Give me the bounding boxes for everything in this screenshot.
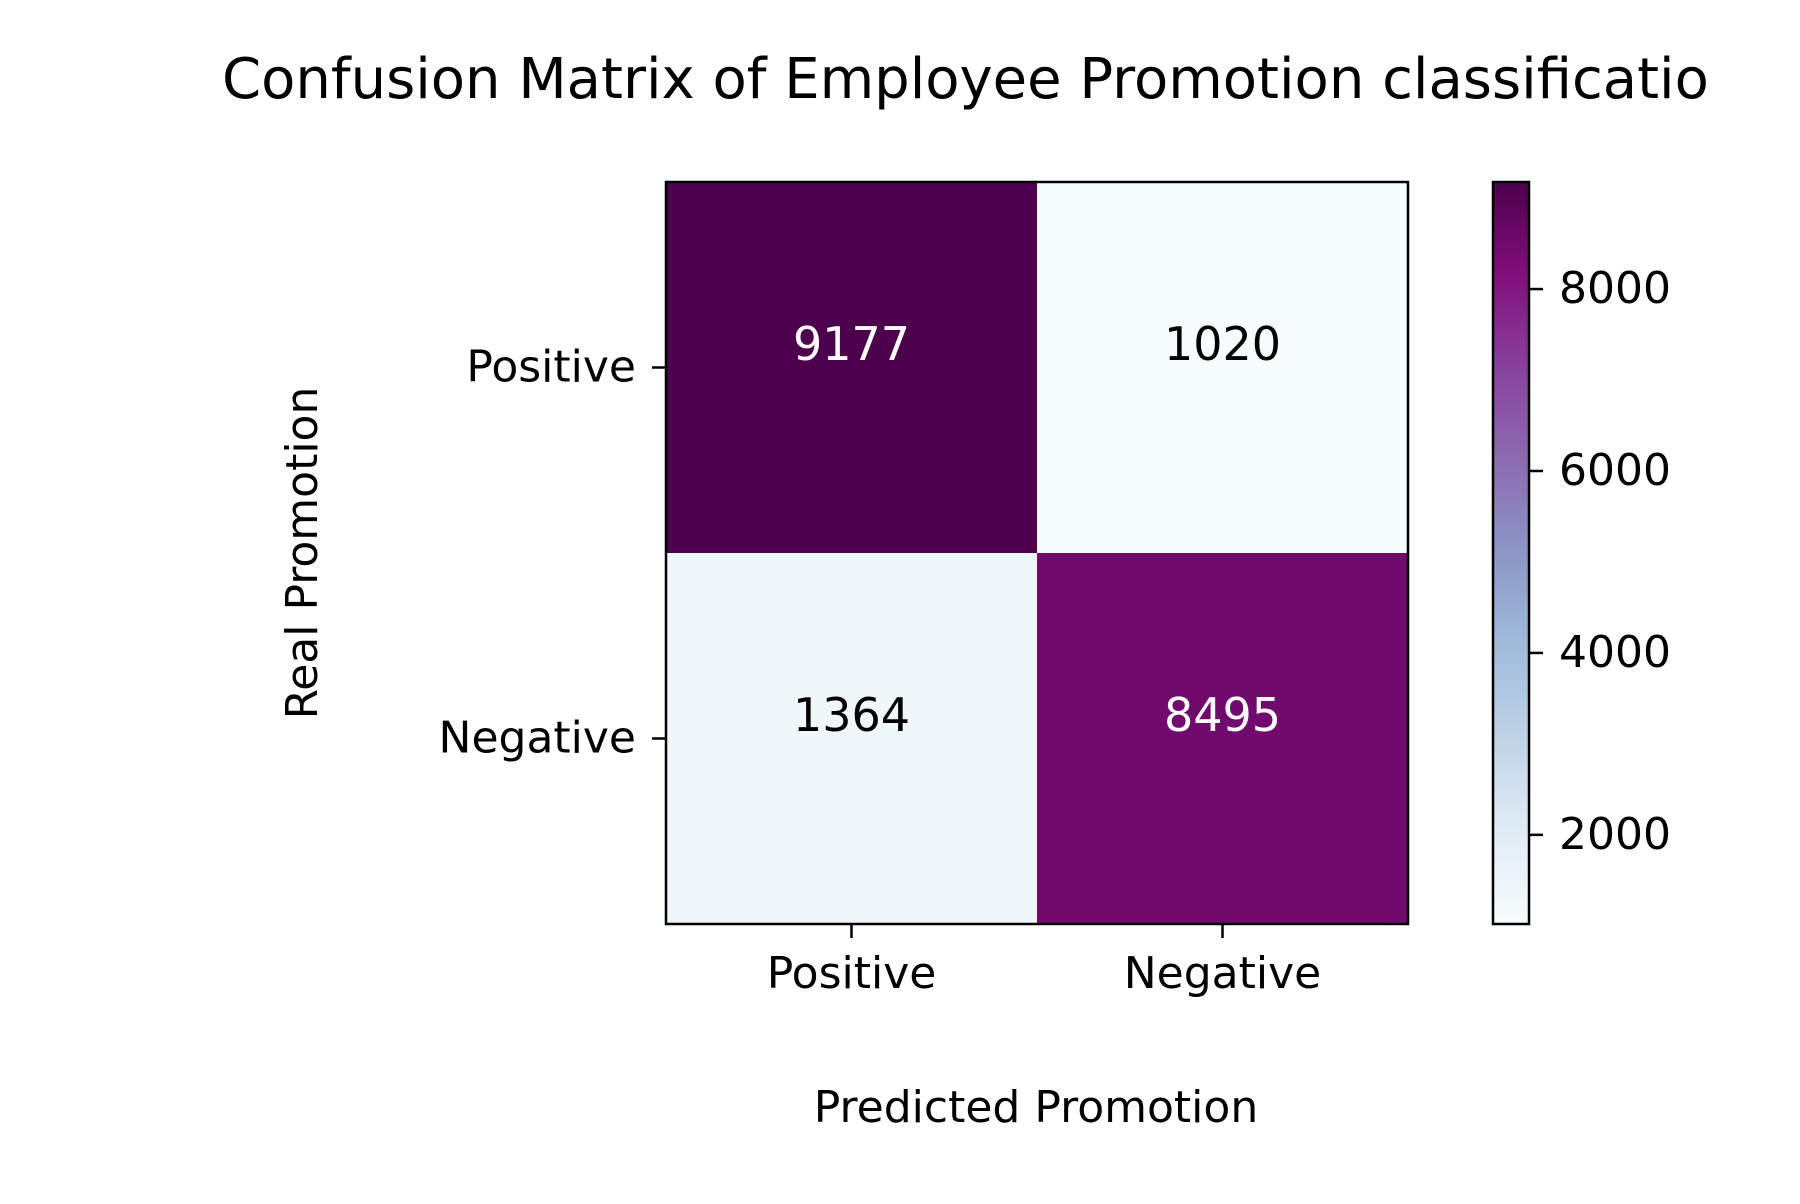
- plot-frame: [664, 180, 1410, 926]
- colorbar-tick-label: 2000: [1559, 809, 1671, 860]
- heatmap-cell: [666, 553, 1038, 925]
- chart-title: Confusion Matrix of Employee Promotion c…: [222, 47, 1709, 112]
- cell-value-label: 9177: [793, 317, 910, 371]
- cell-value-label: 8495: [1164, 688, 1281, 742]
- axis-ticks: Positive Negative Positive Negative: [439, 342, 1322, 1000]
- heatmap-cell-labels: 9177 1020 1364 8495: [793, 317, 1281, 742]
- y-axis-label: Real Promotion: [277, 387, 328, 720]
- x-axis-label: Predicted Promotion: [814, 1082, 1258, 1133]
- y-tick-label: Negative: [439, 713, 636, 764]
- x-tick-label: Positive: [767, 948, 937, 999]
- y-tick-label: Positive: [466, 342, 636, 393]
- colorbar: [1491, 180, 1531, 926]
- cell-value-label: 1020: [1164, 317, 1281, 371]
- colorbar-tick-label: 6000: [1559, 445, 1671, 496]
- heatmap-cell: [1037, 553, 1409, 925]
- colorbar-tick-label: 8000: [1559, 263, 1671, 314]
- heatmap-cell: [666, 182, 1038, 554]
- x-tick-label: Negative: [1124, 948, 1321, 999]
- heatmap-cell: [1037, 182, 1409, 554]
- colorbar-tick-label: 4000: [1559, 627, 1671, 678]
- colorbar-ticks: 2000 4000 6000 8000: [1529, 263, 1671, 860]
- heatmap-cells: [666, 182, 1409, 925]
- cell-value-label: 1364: [793, 688, 910, 742]
